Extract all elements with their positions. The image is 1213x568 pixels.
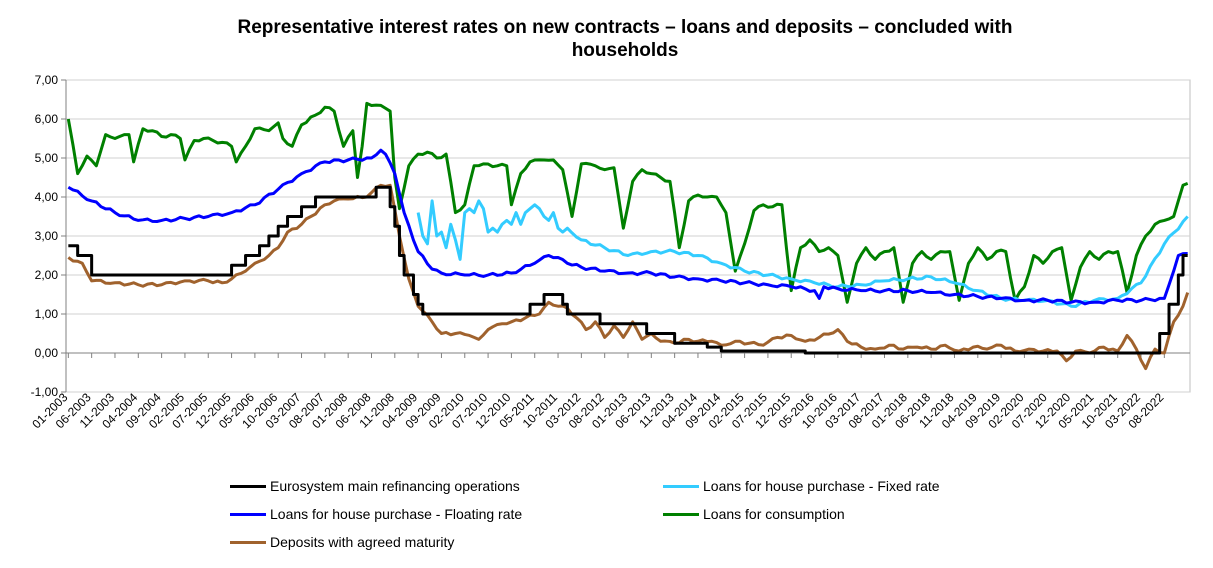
series-line-eurosystem-main-refinancing-operations: [68, 185, 1188, 355]
y-tick-label: 5,00: [35, 151, 59, 165]
y-tick-label: 4,00: [35, 190, 59, 204]
y-tick-label: -1,00: [31, 385, 59, 399]
y-tick-label: 0,00: [35, 346, 59, 360]
series-group: [66, 101, 1190, 371]
y-tick-label: 7,00: [35, 73, 59, 87]
y-tick-label: 6,00: [35, 112, 59, 126]
y-tick-label: 3,00: [35, 229, 59, 243]
series-line-deposits-with-agreed-maturity: [67, 183, 1190, 371]
series-line-loans-for-house-purchase-floating-rate: [67, 148, 1188, 306]
series-line-loans-for-house-purchase-fixed-rate: [416, 199, 1189, 308]
y-tick-label: 2,00: [35, 268, 59, 282]
series-line-loans-for-consumption: [66, 101, 1189, 304]
chart-title: Representative interest rates on new con…: [0, 16, 1213, 62]
chart-title-line-2: households: [571, 40, 679, 61]
y-axis: -1,00 0,00 1,00 2,00 3,00 4,00 5,00 6,00 7,00: [31, 73, 1190, 399]
chart-title-line-1: Representative interest rates on new con…: [237, 17, 1013, 38]
y-tick-label: 1,00: [35, 307, 59, 321]
